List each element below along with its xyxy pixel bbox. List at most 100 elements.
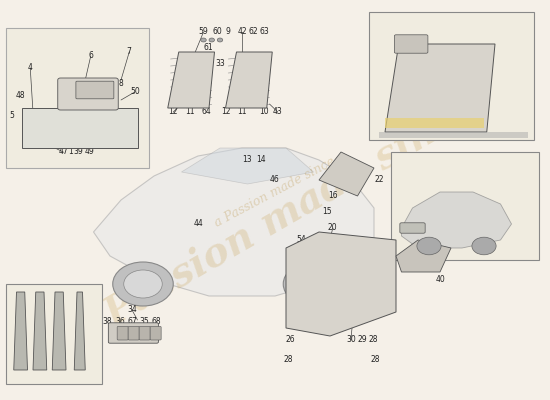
Text: 9: 9 (226, 28, 230, 36)
Text: 43: 43 (273, 108, 283, 116)
FancyBboxPatch shape (117, 326, 128, 340)
Text: 34: 34 (127, 306, 137, 314)
Text: 68: 68 (152, 318, 162, 326)
Text: 33: 33 (215, 60, 225, 68)
Polygon shape (14, 292, 28, 370)
Circle shape (417, 237, 441, 255)
Text: 11: 11 (237, 108, 247, 116)
Polygon shape (168, 52, 214, 108)
Text: 59: 59 (199, 28, 208, 36)
Text: 40: 40 (435, 276, 445, 284)
Text: 62: 62 (248, 28, 258, 36)
Text: 12: 12 (397, 80, 406, 88)
Text: 55: 55 (311, 248, 321, 256)
Text: 60: 60 (212, 28, 222, 36)
Bar (379, 132, 528, 138)
Circle shape (113, 262, 173, 306)
Text: 37: 37 (328, 236, 338, 244)
Text: 15: 15 (322, 208, 332, 216)
Text: 44: 44 (193, 220, 203, 228)
Polygon shape (182, 148, 314, 184)
Text: 19: 19 (329, 248, 339, 256)
Text: 64: 64 (201, 108, 211, 116)
Text: 57: 57 (375, 272, 384, 280)
Text: 36: 36 (115, 318, 125, 326)
Text: 53: 53 (504, 156, 514, 164)
Circle shape (472, 237, 496, 255)
FancyBboxPatch shape (150, 326, 161, 340)
Polygon shape (286, 232, 396, 336)
Text: 51: 51 (296, 284, 306, 292)
Circle shape (124, 270, 162, 298)
Polygon shape (33, 292, 47, 370)
Polygon shape (385, 44, 495, 132)
FancyBboxPatch shape (58, 78, 118, 110)
Polygon shape (74, 292, 85, 370)
Text: 6: 6 (89, 52, 93, 60)
Text: 14: 14 (256, 156, 266, 164)
Text: 5: 5 (10, 112, 14, 120)
Text: 12: 12 (221, 108, 230, 116)
Text: 13: 13 (243, 156, 252, 164)
Text: 1: 1 (68, 148, 73, 156)
Text: 32: 32 (419, 236, 428, 244)
Circle shape (201, 38, 206, 42)
Polygon shape (94, 148, 374, 296)
Text: 42: 42 (237, 28, 247, 36)
Polygon shape (396, 240, 451, 272)
Text: 49: 49 (84, 148, 94, 156)
Text: 8: 8 (340, 272, 344, 280)
Text: 41: 41 (348, 248, 358, 256)
Text: 28: 28 (284, 356, 294, 364)
FancyBboxPatch shape (76, 81, 114, 99)
Text: 23: 23 (285, 284, 295, 292)
FancyBboxPatch shape (108, 323, 158, 343)
Polygon shape (226, 52, 272, 108)
FancyBboxPatch shape (368, 12, 534, 140)
Text: 28: 28 (370, 356, 380, 364)
Text: 7: 7 (127, 48, 131, 56)
Text: 22: 22 (375, 176, 384, 184)
FancyBboxPatch shape (139, 326, 150, 340)
Text: 28: 28 (368, 336, 378, 344)
Text: 66: 66 (24, 348, 34, 356)
Text: 43: 43 (490, 28, 500, 36)
Text: 52: 52 (69, 88, 79, 96)
Circle shape (294, 270, 333, 298)
Text: 27: 27 (435, 248, 445, 256)
FancyBboxPatch shape (394, 35, 428, 53)
Text: a Passion made since: a Passion made since (212, 155, 338, 229)
Text: 25: 25 (302, 248, 312, 256)
Text: 20: 20 (328, 224, 338, 232)
Text: a Passion made since: a Passion made since (65, 88, 485, 352)
Text: 56: 56 (321, 248, 331, 256)
Circle shape (209, 38, 214, 42)
Text: 17: 17 (339, 176, 349, 184)
Text: 61: 61 (203, 44, 213, 52)
FancyBboxPatch shape (6, 284, 102, 384)
Text: 46: 46 (270, 176, 280, 184)
Text: 3: 3 (130, 128, 134, 136)
Text: 50: 50 (130, 88, 140, 96)
Text: 47: 47 (58, 148, 68, 156)
Text: 63: 63 (259, 28, 269, 36)
Text: 21: 21 (339, 248, 349, 256)
Text: 31: 31 (390, 224, 400, 232)
Text: 26: 26 (285, 336, 295, 344)
Polygon shape (52, 292, 66, 370)
Text: 8: 8 (119, 80, 123, 88)
FancyBboxPatch shape (390, 152, 539, 260)
Text: 10: 10 (471, 28, 481, 36)
Text: 67: 67 (127, 318, 137, 326)
Text: 35: 35 (139, 318, 149, 326)
Circle shape (283, 262, 344, 306)
Text: 58: 58 (362, 284, 372, 292)
Polygon shape (402, 192, 512, 248)
Text: 12: 12 (168, 108, 178, 116)
Text: 10: 10 (259, 108, 269, 116)
Polygon shape (22, 108, 138, 148)
Text: 54: 54 (296, 236, 306, 244)
Text: 11: 11 (413, 80, 423, 88)
FancyBboxPatch shape (6, 28, 148, 168)
Text: 48: 48 (16, 92, 26, 100)
